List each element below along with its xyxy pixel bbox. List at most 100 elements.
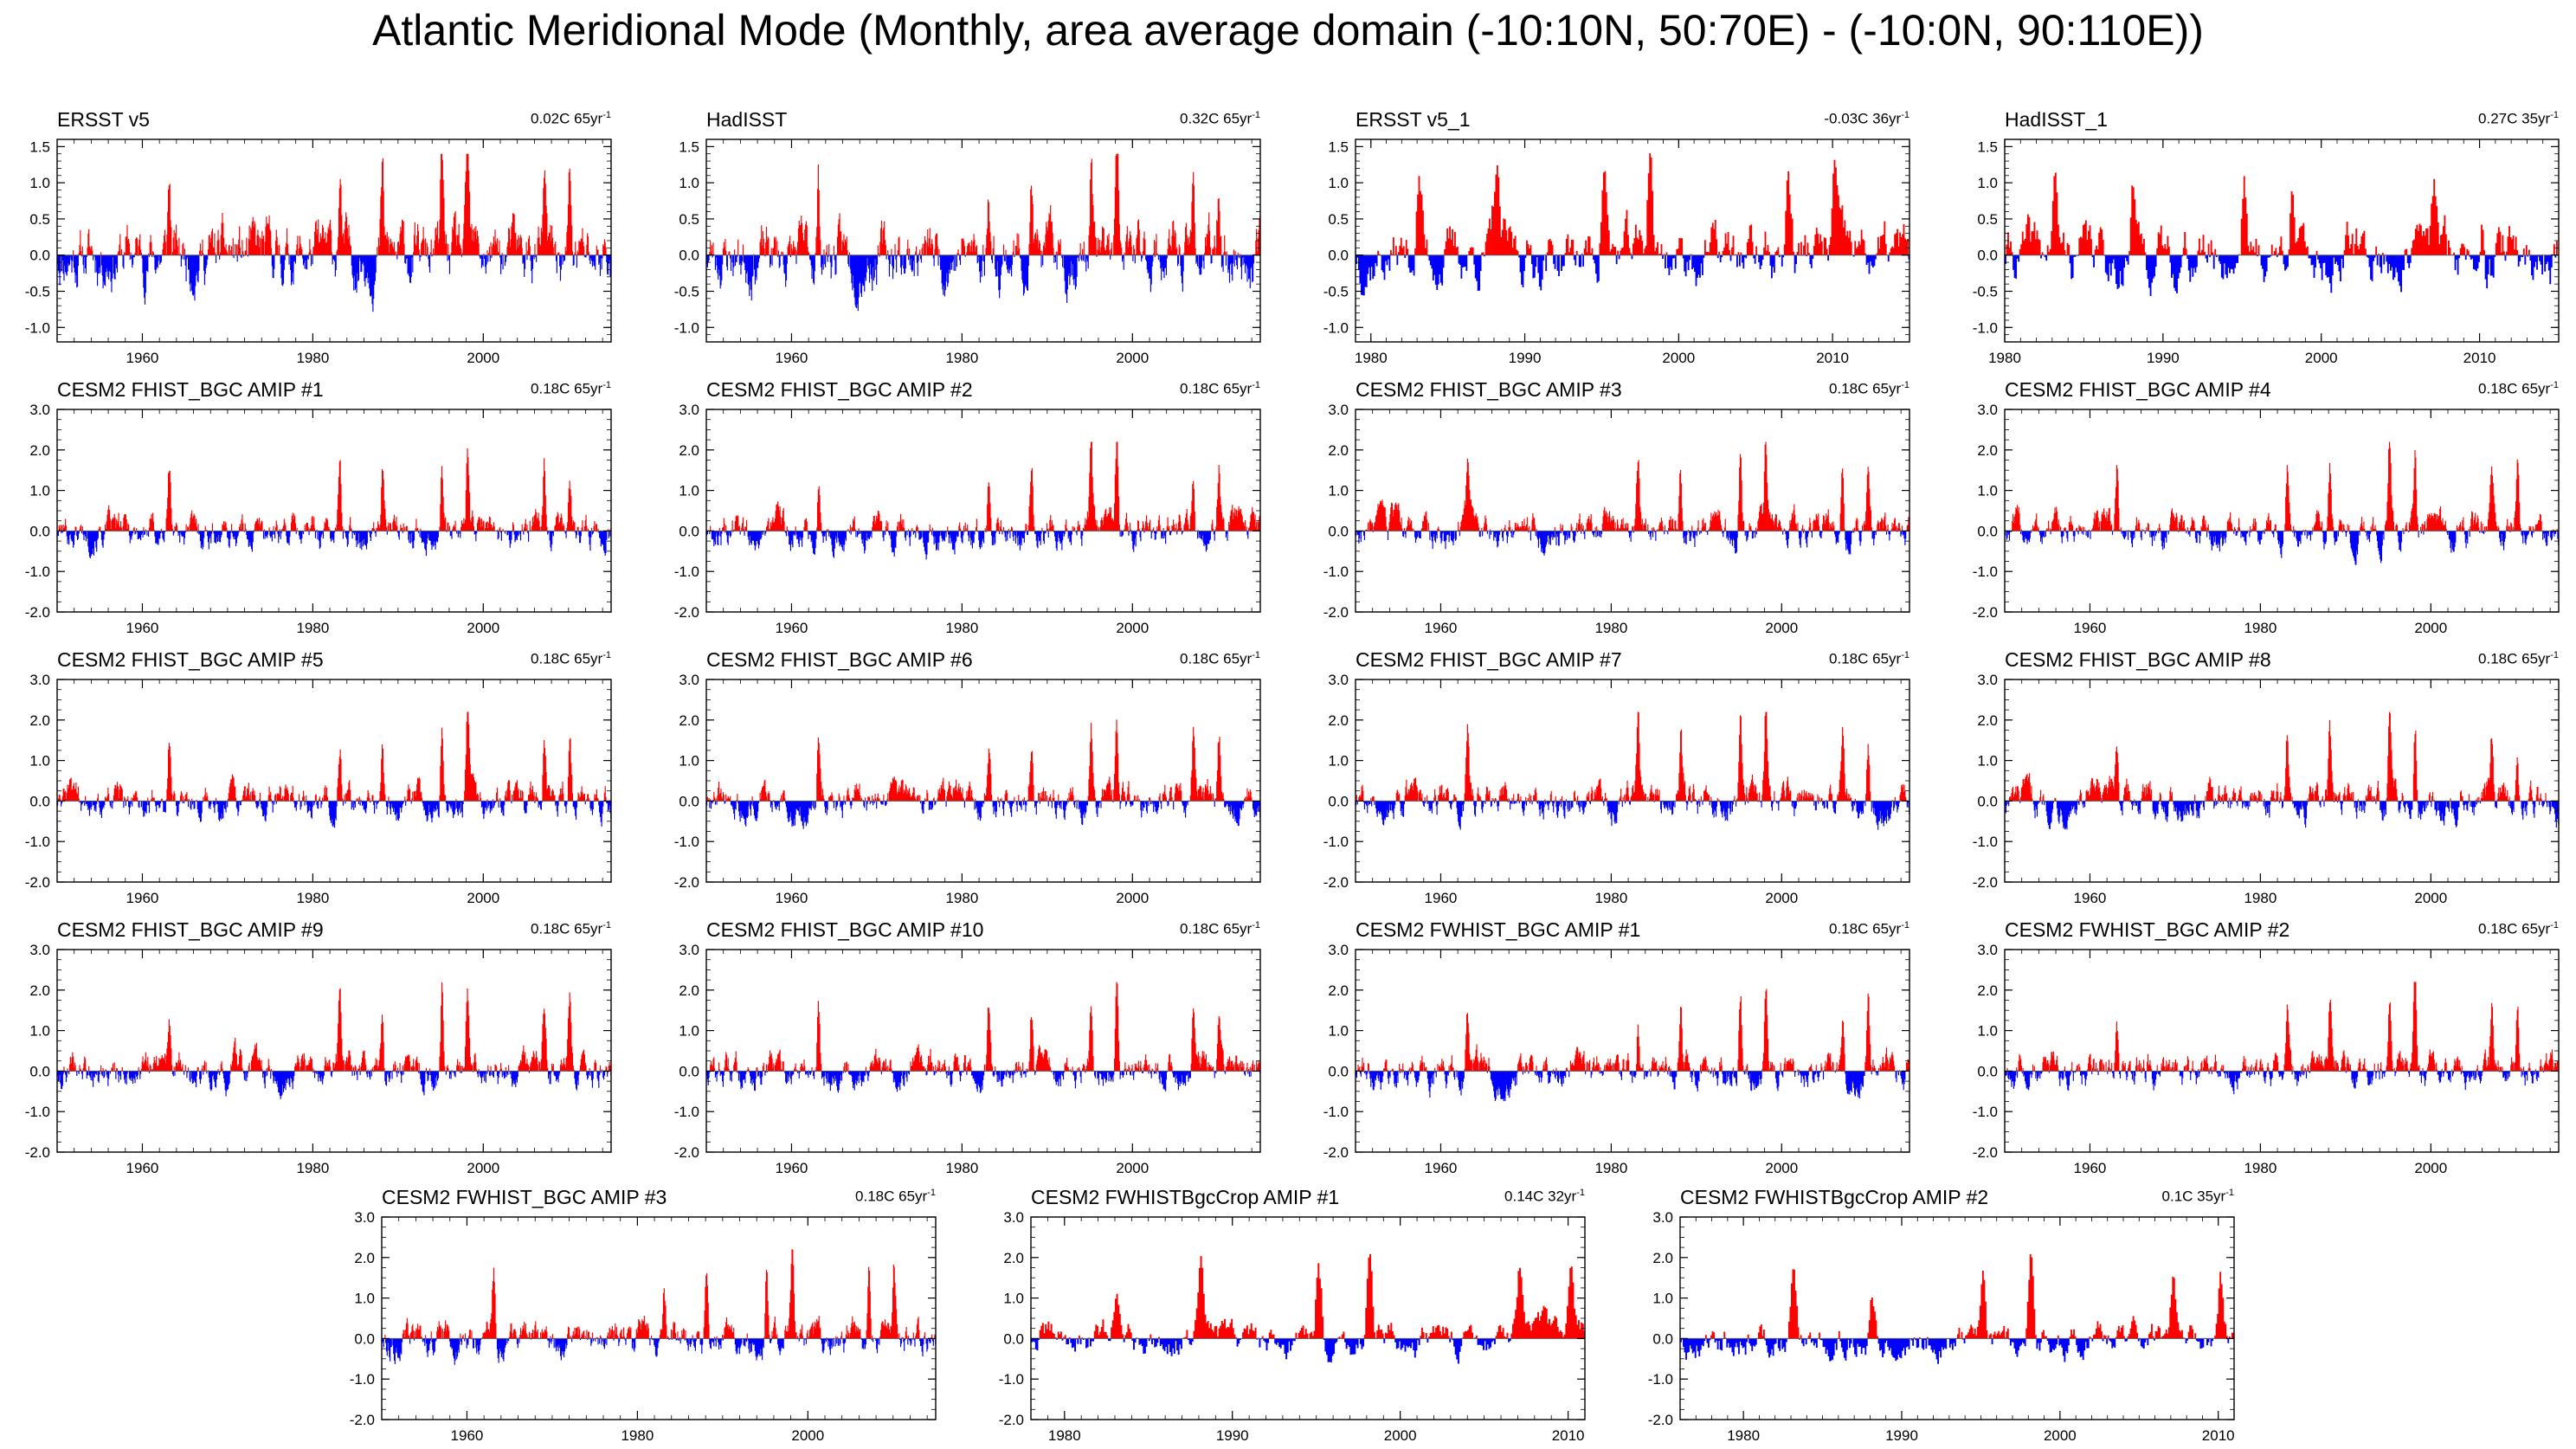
bar-negative [739,254,741,264]
bar-positive [577,526,579,531]
bar-positive [999,526,1001,531]
bar-positive [1183,253,1185,255]
bar-negative [1382,254,1384,273]
bar-positive [1241,516,1243,531]
bar-negative [888,254,890,261]
bar-positive [2134,199,2136,255]
bar-negative [753,254,756,270]
bar-positive [1046,529,1049,531]
bar-negative [1021,531,1023,538]
bar-positive [1073,526,1075,531]
bar-negative [2524,254,2527,265]
bar-negative [459,531,460,534]
bar-positive [2021,231,2024,255]
bar-negative [1012,531,1014,537]
bar-positive [2511,239,2514,255]
bar-negative [1473,254,1476,265]
bar-negative [91,531,93,555]
bar-negative [2260,254,2263,266]
bar-positive [1844,220,1846,255]
bar-positive [478,517,480,531]
bar-positive [111,520,113,531]
bar-negative [2107,254,2109,281]
bar-negative [420,254,422,258]
bar-positive [291,515,293,531]
bar-positive [1494,191,1496,255]
trend-exponent: -1 [1901,110,1909,120]
bar-negative [1139,531,1141,538]
bar-negative [977,254,979,262]
bar-positive [989,486,990,531]
bar-negative [1154,531,1156,540]
bar-positive [1130,529,1132,531]
bar-positive [2161,245,2164,255]
bar-negative [1669,254,1671,267]
bar-positive [2162,248,2165,255]
bar-positive [929,524,931,531]
bar-positive [567,502,570,531]
bar-positive [772,517,774,531]
bar-positive [1234,250,1236,255]
bar-positive [338,476,340,531]
chart-panel: ERSST v5_1 -0.03C 36yr-1 -1.0 -0.5 0.0 0.5 1.0… [1305,108,1916,368]
bar-negative [1146,254,1148,270]
bar-positive [1185,513,1188,531]
bar-positive [546,526,548,531]
bar-positive [245,250,247,255]
bar-negative [922,531,924,538]
bar-positive [1159,525,1161,531]
bar-negative [1356,254,1359,258]
bar-negative [1240,254,1242,267]
bar-positive [176,224,177,255]
bar-positive [1079,243,1081,255]
bar-positive [993,235,995,255]
chart-panel: CESM2 FHIST_BGC AMIP #2 0.18C 65yr-1 -2.0-… [656,378,1267,638]
bar-positive [972,242,974,255]
bar-negative [95,254,97,261]
bar-negative [251,531,253,552]
chart-panel: CESM2 FHIST_BGC AMIP #1 0.18C 65yr-1 -2.0-… [7,378,618,638]
bar-negative [974,531,976,535]
bar-positive [1195,248,1196,255]
bar-negative [712,531,713,540]
bar-negative [1163,531,1165,539]
bar-positive [2507,236,2509,255]
bar-negative [2476,254,2479,269]
bar-negative [129,531,131,544]
bar-positive [1043,242,1045,255]
bar-positive [1414,248,1416,255]
bar-positive [170,482,171,531]
bar-negative [716,531,718,537]
bar-positive [820,512,821,531]
bar-negative [956,531,958,538]
bar-negative [411,531,413,543]
bar-negative [1700,254,1703,264]
bar-positive [480,518,483,531]
bar-negative [2400,254,2403,293]
bar-positive [1048,528,1050,531]
bar-negative [979,254,981,272]
bar-negative [1437,254,1439,285]
bar-negative [367,254,369,284]
bar-positive [1774,252,1777,255]
bar-negative [1868,254,1871,274]
bar-negative [2313,254,2315,279]
bar-negative [856,254,858,309]
bar-positive [235,244,237,255]
bar-negative [1026,254,1027,288]
bar-negative [2181,254,2184,257]
bar-positive [1783,244,1786,255]
bar-negative [998,254,1000,291]
bar-positive [80,250,82,255]
bar-negative [1054,531,1057,542]
bar-positive [1102,525,1104,531]
bar-negative [559,254,561,267]
bar-negative [997,254,999,277]
bar-positive [1605,192,1607,255]
chart-panel: ERSST v5 0.02C 65yr-1 -1.0 -0.5 0.0 0.5 1.0 1.5… [7,108,618,368]
bar-positive [539,244,541,255]
bar-negative [59,254,61,286]
bar-positive [145,529,146,531]
bar-positive [1748,238,1750,255]
bar-negative [2333,254,2335,258]
